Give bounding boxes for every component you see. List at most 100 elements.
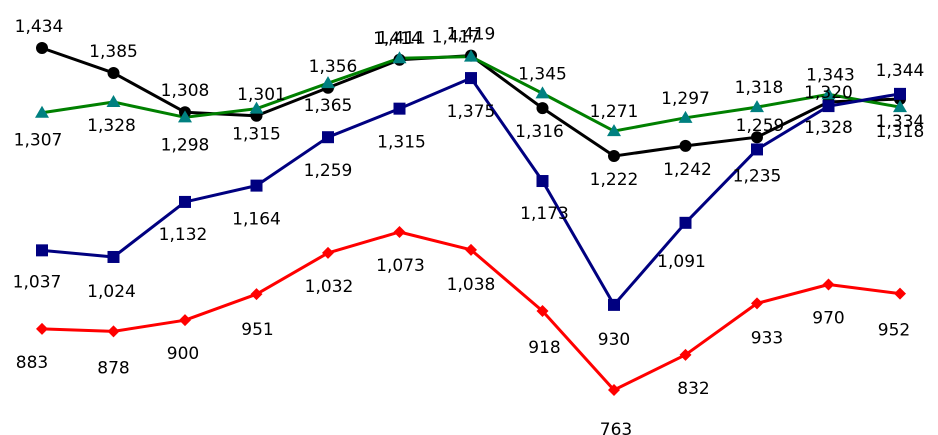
series-4-point — [179, 314, 191, 327]
series-3-data-label: 1,091 — [657, 252, 706, 272]
series-2-data-label: 1,345 — [518, 64, 567, 84]
series-4-point — [250, 288, 263, 301]
series-1-data-label: 1,328 — [804, 118, 853, 138]
series-4-data-label: 933 — [751, 328, 783, 348]
series-2-point — [178, 110, 192, 123]
series-4-point — [322, 246, 334, 259]
series-4-point — [465, 243, 477, 256]
data-labels: 1,434 1,385 1,308 1,301 1,356 1,411 1,419 1,316… — [13, 17, 925, 435]
series-3-point — [250, 179, 263, 192]
series-3-data-label: 1,375 — [447, 102, 496, 122]
series-1-data-label: 1,316 — [515, 122, 564, 142]
series-1-data-label: 1,334 — [876, 112, 925, 132]
series-1-data-label: 1,434 — [15, 17, 64, 37]
series-3-data-label: 930 — [598, 330, 630, 350]
series-4-point — [608, 384, 620, 396]
series-3-data-label: 1,315 — [377, 133, 426, 153]
series-3-point — [393, 102, 406, 115]
series-4-data-label: 900 — [167, 344, 199, 364]
series-2-data-label: 1,417 — [432, 28, 481, 48]
series-3-point — [822, 100, 835, 113]
series-2-data-label: 1,297 — [661, 89, 710, 109]
series-3-data-label: 1,024 — [87, 282, 136, 302]
series-2-data-label: 1,365 — [304, 96, 353, 116]
series-3-data-label: 1,320 — [804, 83, 853, 103]
series-2-point — [607, 124, 621, 137]
series-3-point — [107, 250, 120, 263]
series-2-data-label: 1,318 — [735, 78, 784, 98]
series-3-data-label: 1,235 — [733, 166, 782, 186]
series-2-data-label: 1,328 — [87, 116, 136, 136]
series-4-point — [536, 304, 549, 317]
series-1-data-label: 1,356 — [309, 57, 358, 77]
series-1-data-label: 1,242 — [663, 160, 712, 180]
series-4-data-label: 1,038 — [447, 275, 496, 295]
series-1-point — [36, 42, 48, 54]
series-3-data-label: 1,037 — [13, 272, 62, 292]
series-4-point — [894, 287, 906, 300]
series-1-data-label: 1,222 — [590, 170, 639, 190]
series-2-data-label: 1,298 — [161, 135, 210, 155]
series-2-data-label: 1,343 — [806, 65, 855, 85]
series-2-point — [678, 110, 693, 123]
series-4-point — [822, 278, 835, 291]
series-2-point — [535, 86, 550, 99]
series-2-point — [464, 49, 478, 62]
series-3-point — [36, 244, 48, 257]
series-2-data-label: 1,315 — [232, 125, 281, 145]
series-1-data-label: 1,308 — [161, 81, 210, 101]
series-3-point — [608, 298, 620, 311]
series-markers — [35, 42, 907, 396]
series-2-point — [893, 100, 907, 113]
series-1-point — [679, 139, 692, 152]
series-4-point — [393, 225, 406, 238]
series-2-point — [35, 105, 49, 118]
series-4-data-label: 1,032 — [305, 277, 354, 297]
series-3-data-label: 1,173 — [520, 204, 569, 224]
series-1-point — [107, 66, 120, 79]
series-4-point — [36, 322, 48, 335]
series-3-data-label: 1,344 — [876, 61, 925, 81]
series-2-point — [821, 87, 836, 100]
series-4-point — [679, 348, 692, 361]
series-2-point — [106, 95, 121, 108]
series-3-data-label: 1,164 — [232, 210, 281, 230]
series-2-data-label: 1,414 — [373, 29, 422, 49]
series-2-point — [249, 101, 264, 114]
series-1-data-label: 1,419 — [447, 25, 496, 45]
series-4-data-label: 763 — [600, 420, 632, 435]
series-2-data-label: 1,318 — [876, 122, 925, 142]
series-3-point — [679, 216, 692, 229]
series-3-point — [894, 87, 906, 100]
series-1-point — [608, 150, 620, 163]
series-4-point — [107, 325, 120, 338]
series-3-point — [322, 131, 334, 144]
series-1-point — [536, 102, 549, 115]
series-4-data-label: 832 — [677, 379, 709, 399]
series-4-data-label: 1,073 — [376, 256, 425, 276]
series-2-data-label: 1,271 — [590, 102, 639, 122]
series-4-data-label: 883 — [16, 353, 48, 373]
series-4-point — [751, 297, 763, 310]
series-2-point — [392, 51, 407, 64]
series-3-data-label: 1,132 — [159, 225, 208, 245]
series-1-data-label: 1,301 — [237, 85, 286, 105]
series-3-data-label: 1,259 — [304, 161, 353, 181]
series-4-data-label: 878 — [97, 358, 129, 378]
series-4-data-label: 952 — [878, 321, 910, 341]
series-4-data-label: 951 — [241, 320, 273, 340]
series-4-data-label: 918 — [528, 338, 560, 358]
series-2-point — [750, 100, 764, 113]
series-3-point — [465, 72, 477, 85]
series-3-point — [179, 195, 191, 208]
series-3-point — [751, 143, 763, 156]
series-1-data-label: 1,411 — [377, 29, 426, 49]
series-2-data-label: 1,307 — [14, 131, 63, 151]
series-1-data-label: 1,385 — [89, 42, 138, 62]
series-2-point — [321, 76, 335, 89]
series-1-data-label: 1,259 — [736, 116, 785, 136]
series-3-point — [536, 175, 549, 188]
series-1-point — [751, 131, 763, 144]
series-4-data-label: 970 — [812, 308, 844, 328]
